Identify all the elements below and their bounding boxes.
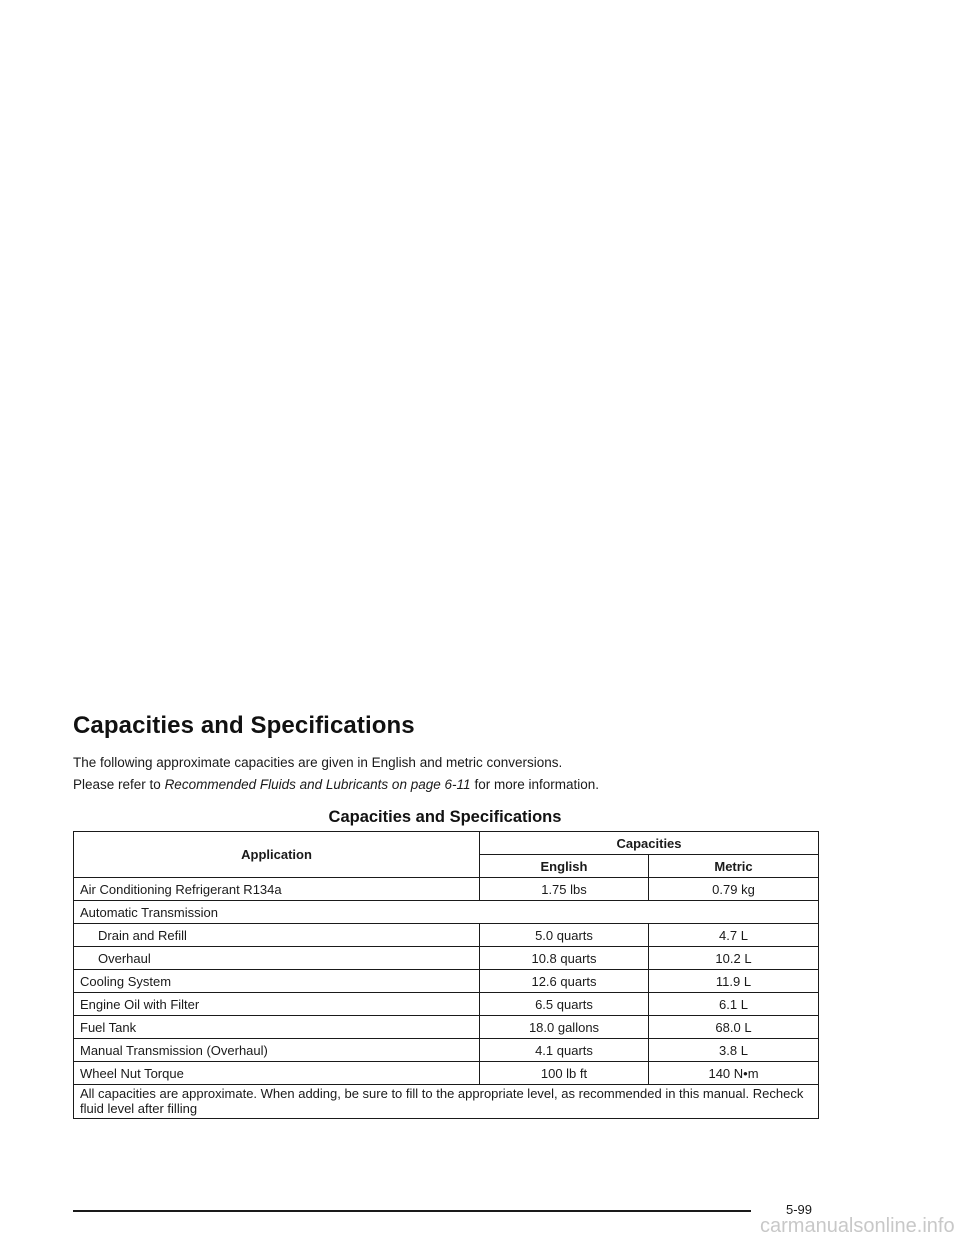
cell-application-group: Automatic Transmission xyxy=(72,900,820,924)
cell-metric: 10.2 L xyxy=(647,946,820,970)
cell-english: 100 lb ft xyxy=(479,1061,649,1085)
cell-application: Air Conditioning Refrigerant R134a xyxy=(73,877,480,901)
intro-paragraph: The following approximate capacities are… xyxy=(73,755,563,770)
cell-metric: 11.9 L xyxy=(647,969,820,993)
cell-english: 4.1 quarts xyxy=(479,1038,649,1062)
cell-application: Fuel Tank xyxy=(73,1015,480,1039)
header-application: Application xyxy=(73,831,480,878)
capacities-table: Application Capacities English Metric Ai… xyxy=(72,831,820,1119)
reference-prefix: Please refer to xyxy=(73,777,161,792)
page-number: 5-99 xyxy=(786,1202,813,1217)
cross-reference-link[interactable]: Recommended Fluids and Lubricants on pag… xyxy=(164,777,471,792)
table-row: Wheel Nut Torque 100 lb ft 140 N•m xyxy=(73,1061,820,1085)
table-row: Fuel Tank 18.0 gallons 68.0 L xyxy=(73,1015,820,1039)
cell-metric: 140 N•m xyxy=(647,1061,820,1085)
table-header-row: Application Capacities xyxy=(73,831,820,878)
cell-metric: 0.79 kg xyxy=(647,877,820,901)
table-subheader-row: English Metric xyxy=(74,854,820,878)
section-heading: Capacities and Specifications xyxy=(73,712,415,739)
cell-english: 1.75 lbs xyxy=(479,877,649,901)
cell-english: 12.6 quarts xyxy=(479,969,649,993)
cell-application: Overhaul xyxy=(73,946,480,970)
table-row: Automatic Transmission xyxy=(72,900,820,924)
table-note-row: All capacities are approximate. When add… xyxy=(72,1084,820,1119)
table-note: All capacities are approximate. When add… xyxy=(72,1084,820,1119)
header-metric: Metric xyxy=(647,854,820,878)
reference-suffix: for more information. xyxy=(474,777,600,792)
table-row: Manual Transmission (Overhaul) 4.1 quart… xyxy=(73,1038,820,1062)
cell-english: 18.0 gallons xyxy=(479,1015,649,1039)
table-row: Air Conditioning Refrigerant R134a 1.75 … xyxy=(73,877,820,901)
reference-paragraph: Please refer to Recommended Fluids and L… xyxy=(73,777,599,792)
watermark: carmanualsonline.info xyxy=(760,1215,955,1237)
table-row: Drain and Refill 5.0 quarts 4.7 L xyxy=(73,923,820,947)
table-row: Engine Oil with Filter 6.5 quarts 6.1 L xyxy=(73,992,820,1016)
table-title: Capacities and Specifications xyxy=(328,808,562,826)
cell-english: 6.5 quarts xyxy=(479,992,649,1016)
cell-metric: 6.1 L xyxy=(647,992,820,1016)
header-capacities: Capacities xyxy=(478,831,820,855)
cell-application: Wheel Nut Torque xyxy=(73,1061,480,1085)
cell-metric: 4.7 L xyxy=(647,923,820,947)
cell-english: 10.8 quarts xyxy=(479,946,649,970)
cell-metric: 3.8 L xyxy=(647,1038,820,1062)
cell-application: Manual Transmission (Overhaul) xyxy=(73,1038,480,1062)
cell-application: Drain and Refill xyxy=(73,923,480,947)
cell-english: 5.0 quarts xyxy=(479,923,649,947)
header-english: English xyxy=(479,854,649,878)
cell-application: Engine Oil with Filter xyxy=(73,992,480,1016)
cell-metric: 68.0 L xyxy=(647,1015,820,1039)
cell-application: Cooling System xyxy=(73,969,480,993)
table-row: Overhaul 10.8 quarts 10.2 L xyxy=(73,946,820,970)
table-row: Cooling System 12.6 quarts 11.9 L xyxy=(73,969,820,993)
footer-rule xyxy=(73,1210,751,1212)
